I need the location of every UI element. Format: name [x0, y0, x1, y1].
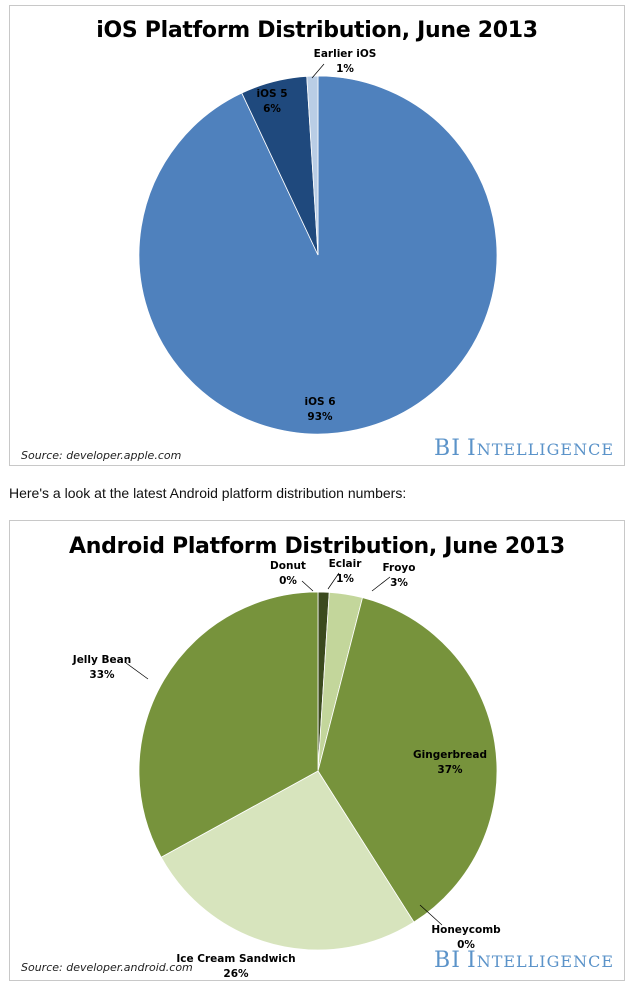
slice-value-ios-6: 93%: [307, 411, 333, 423]
ios-pie-chart: iOS 6 93% iOS 5 6% Earlier iOS 1%: [138, 48, 498, 435]
chart-source: Source: developer.android.com: [21, 961, 193, 974]
slice-label-earlier-ios: Earlier iOS: [314, 48, 377, 60]
slice-label-froyo: Froyo: [383, 562, 416, 574]
leader-line-earlier-ios: [311, 63, 325, 79]
slice-value-ice-cream-sandwich: 26%: [223, 968, 249, 980]
slice-label-donut: Donut: [270, 560, 306, 572]
slice-value-jelly-bean: 33%: [89, 669, 115, 681]
chart-source: Source: developer.apple.com: [21, 449, 182, 462]
slice-label-eclair: Eclair: [329, 558, 363, 570]
chart-title: iOS Platform Distribution, June 2013: [96, 18, 538, 43]
interlude-text: Here's a look at the latest Android plat…: [9, 485, 407, 501]
slice-value-froyo: 3%: [390, 577, 408, 589]
slice-value-gingerbread: 37%: [437, 764, 463, 776]
slice-label-honeycomb: Honeycomb: [431, 924, 501, 936]
pie-slice-earlier-ios: [306, 75, 319, 256]
slice-value-earlier-ios: 1%: [336, 63, 354, 75]
leader-line-donut: [301, 580, 314, 592]
slice-value-honeycomb: 0%: [457, 939, 475, 951]
slice-label-jelly-bean: Jelly Bean: [72, 654, 131, 666]
pie-slice-ios-6: [138, 75, 498, 435]
slice-value-eclair: 1%: [336, 573, 354, 585]
slice-label-ios-6: iOS 6: [304, 396, 335, 408]
bi-intelligence-logo: BI INTELLIGENCE: [434, 948, 614, 973]
slice-label-ice-cream-sandwich: Ice Cream Sandwich: [176, 953, 295, 965]
slice-label-ios-5: iOS 5: [256, 88, 287, 100]
android-chart-panel: Android Platform Distribution, June 2013…: [9, 520, 625, 981]
leader-line-froyo: [371, 576, 391, 592]
slice-value-ios-5: 6%: [263, 103, 281, 115]
chart-title: Android Platform Distribution, June 2013: [69, 534, 565, 559]
android-pie-chart: Donut 0% Eclair 1% Froyo 3% Gingerbread 37% Hone…: [72, 558, 501, 980]
ios-chart-panel: iOS Platform Distribution, June 2013 iOS…: [9, 5, 625, 466]
leader-line-eclair: [327, 572, 340, 590]
slice-label-gingerbread: Gingerbread: [413, 749, 487, 761]
leader-line-jelly-bean: [125, 662, 149, 680]
pie-slice-jelly-bean: [138, 591, 319, 858]
pie-slice-ice-cream-sandwich: [160, 770, 415, 951]
slice-value-donut: 0%: [279, 575, 297, 587]
bi-intelligence-logo: BI INTELLIGENCE: [434, 436, 614, 461]
leader-line-honeycomb: [419, 904, 443, 926]
